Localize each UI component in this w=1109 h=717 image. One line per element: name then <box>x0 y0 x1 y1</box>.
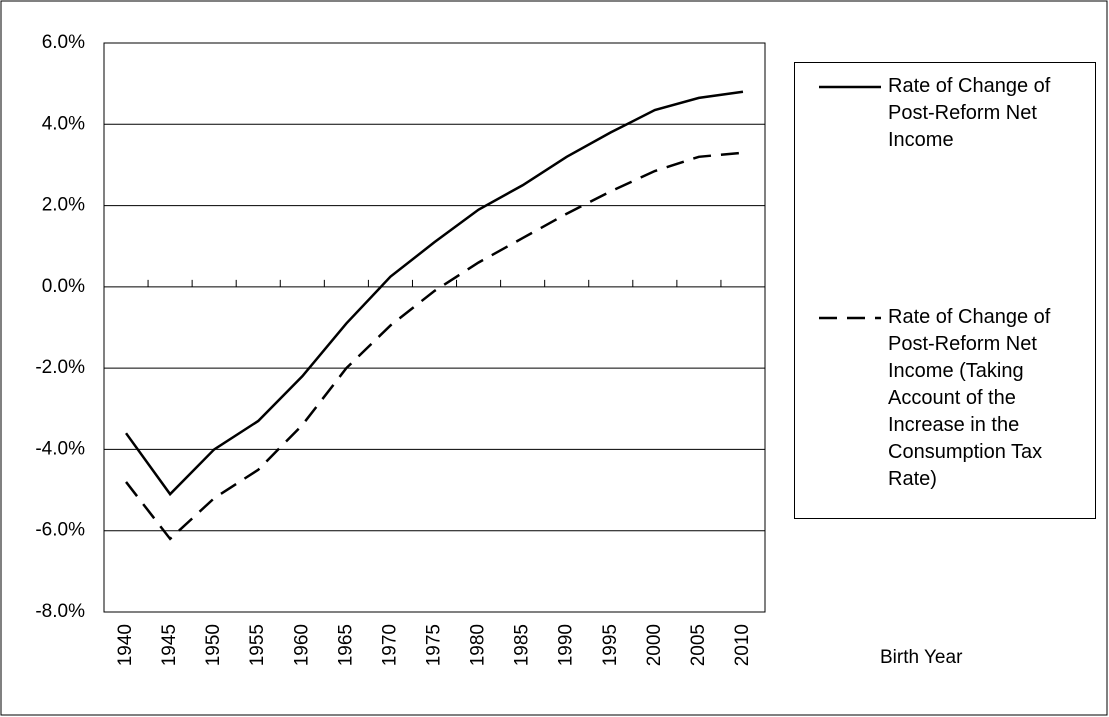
series-line <box>125 151 744 541</box>
x-tick-label: 1980 <box>468 624 489 666</box>
legend-swatch <box>819 316 881 320</box>
x-tick-label: 1940 <box>115 624 136 666</box>
legend-label: Rate of Change of Post-Reform Net Income <box>888 75 1051 151</box>
x-tick-label: 2000 <box>644 624 665 666</box>
x-tick-label: 1990 <box>556 624 577 666</box>
x-tick-label: 1950 <box>203 624 224 666</box>
x-tick-label: 1965 <box>335 624 356 666</box>
legend: Rate of Change of Post-Reform Net Income… <box>794 62 1096 519</box>
x-tick-label: 1985 <box>512 624 533 666</box>
y-tick-label: -6.0% <box>35 520 85 541</box>
x-tick-label: 1995 <box>600 624 621 666</box>
legend-swatch <box>819 85 881 89</box>
x-tick-label: 1975 <box>424 624 445 666</box>
y-tick-label: -8.0% <box>35 601 85 622</box>
y-tick-label: 6.0% <box>42 32 85 53</box>
y-tick-label: 0.0% <box>42 276 85 297</box>
x-tick-label: 1955 <box>247 624 268 666</box>
x-tick-label: 1945 <box>159 624 180 666</box>
x-tick-label: 2005 <box>688 624 709 666</box>
y-tick-label: 4.0% <box>42 113 85 134</box>
series-line <box>125 90 744 497</box>
y-tick-label: -2.0% <box>35 357 85 378</box>
legend-label: Rate of Change of Post-Reform Net Income… <box>888 306 1051 490</box>
x-tick-label: 1960 <box>291 624 312 666</box>
x-axis-label: Birth Year <box>880 647 963 668</box>
x-tick-label: 2010 <box>732 624 753 666</box>
y-tick-label: -4.0% <box>35 438 85 459</box>
y-tick-label: 2.0% <box>42 195 85 216</box>
x-tick-label: 1970 <box>379 624 400 666</box>
plot-border <box>103 42 766 613</box>
